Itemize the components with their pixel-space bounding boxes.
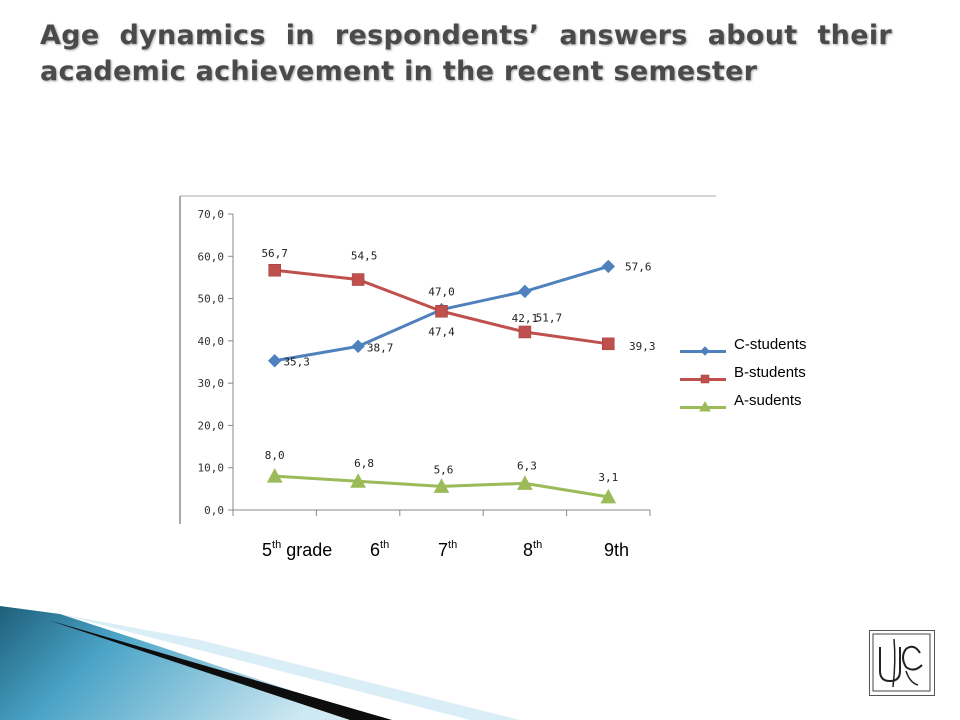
y-tick-label: 0,0	[204, 504, 224, 517]
data-point-c-students	[601, 259, 616, 274]
x-tick-label: 6th	[370, 540, 389, 561]
x-tick-label: 9th	[604, 540, 629, 561]
x-tick-label-superscript: th	[272, 539, 282, 551]
data-point-a-sudents	[600, 488, 617, 504]
x-tick-label-superscript: th	[380, 539, 390, 551]
legend-marker-shape	[699, 400, 711, 412]
legend-item: C-students	[678, 334, 878, 362]
x-tick-label: 5th grade	[262, 540, 332, 561]
x-tick-label-main: 9th	[604, 540, 630, 560]
swoosh-light-band	[60, 614, 520, 720]
data-label-c-students: 38,7	[367, 341, 394, 354]
data-point-b-students	[435, 305, 448, 318]
data-point-c-students	[351, 339, 365, 354]
legend-label: A-sudents	[734, 392, 802, 409]
chart-legend: C-students B-students A-sudents	[678, 334, 878, 418]
slide-title: Age dynamics in respondents’ answers abo…	[40, 20, 892, 87]
y-tick-label: 60,0	[198, 250, 225, 263]
data-label-a-sudents: 3,1	[598, 471, 618, 484]
data-label-c-students: 57,6	[625, 260, 652, 273]
data-label-b-students: 54,5	[351, 250, 378, 263]
legend-label: B-students	[734, 364, 806, 381]
university-monogram-icon	[872, 633, 931, 692]
x-axis-labels: 5th grade 6th 7th 8th 9th	[0, 540, 960, 570]
data-label-a-sudents: 5,6	[434, 463, 454, 476]
x-tick-label-main: 5	[262, 540, 273, 560]
x-tick-label: 7th	[438, 540, 457, 561]
y-tick-label: 50,0	[198, 293, 225, 306]
y-tick-label: 30,0	[198, 377, 225, 390]
data-label-c-students: 35,3	[283, 356, 310, 369]
data-label-c-students: 47,4	[428, 326, 455, 339]
data-label-a-sudents: 6,3	[517, 459, 537, 472]
legend-marker-shape	[700, 346, 710, 356]
x-tick-label-main: 8	[523, 540, 534, 560]
data-point-c-students	[267, 354, 282, 368]
legend-marker-icon	[700, 374, 710, 384]
swoosh-black-band	[48, 620, 392, 720]
data-point-a-sudents	[517, 475, 533, 490]
x-tick-label-main: 7	[438, 540, 449, 560]
legend-marker-icon	[699, 400, 711, 412]
data-point-a-sudents	[433, 478, 450, 493]
data-point-b-students	[602, 337, 615, 351]
data-label-c-students: 51,7	[536, 311, 563, 324]
data-label-a-sudents: 6,8	[354, 457, 374, 470]
data-label-a-sudents: 8,0	[265, 449, 285, 462]
y-tick-label: 40,0	[198, 335, 225, 348]
data-point-c-students	[518, 284, 532, 299]
y-tick-label: 20,0	[198, 419, 225, 432]
x-tick-label-superscript: th	[448, 539, 458, 551]
x-tick-label-superscript: th	[533, 539, 543, 551]
data-label-b-students: 42,1	[512, 312, 539, 325]
x-tick-label-suffix: grade	[281, 540, 333, 560]
x-tick-label-main: 6	[370, 540, 381, 560]
legend-item: B-students	[678, 362, 878, 390]
legend-item: A-sudents	[678, 390, 878, 418]
y-tick-label: 70,0	[198, 208, 225, 221]
legend-label: C-students	[734, 336, 807, 353]
data-label-b-students: 47,0	[428, 285, 455, 298]
data-label-b-students: 56,7	[261, 247, 288, 260]
data-point-a-sudents	[266, 468, 283, 483]
x-tick-label: 8th	[523, 540, 542, 561]
y-tick-label: 10,0	[198, 462, 225, 475]
data-point-b-students	[518, 325, 532, 339]
data-point-b-students	[268, 263, 281, 277]
legend-marker-icon	[700, 346, 710, 356]
data-label-b-students: 39,3	[629, 340, 656, 353]
data-point-a-sudents	[350, 473, 366, 488]
legend-marker-shape	[700, 374, 710, 384]
university-logo	[869, 630, 935, 696]
data-point-b-students	[351, 273, 365, 286]
